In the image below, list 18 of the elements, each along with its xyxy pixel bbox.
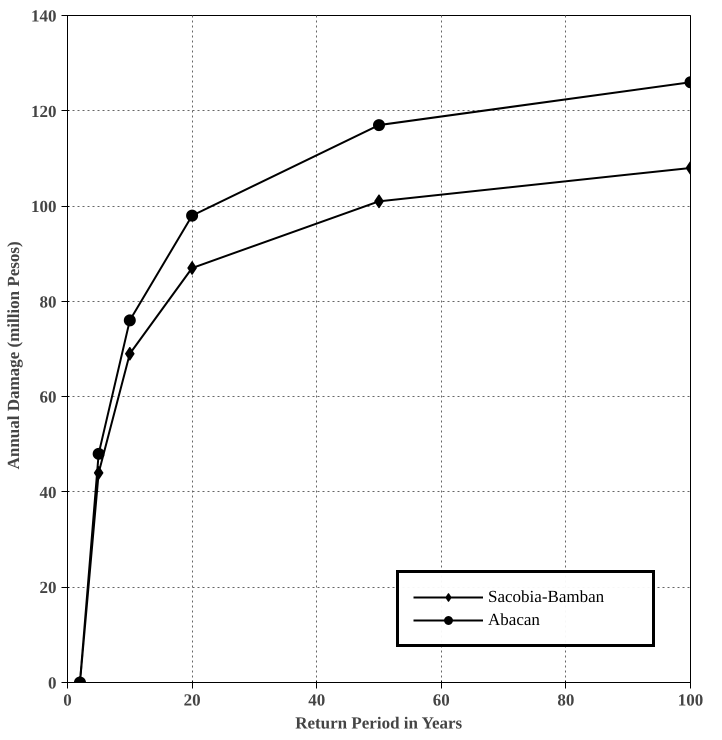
y-tick-label: 20 (40, 578, 56, 598)
y-tick-label: 140 (31, 6, 56, 26)
y-tick-label: 60 (40, 388, 56, 407)
x-tick-label: 40 (308, 690, 326, 710)
y-tick-label: 80 (40, 292, 56, 312)
legend-label: Abacan (488, 610, 541, 630)
x-axis-title: Return Period in Years (295, 714, 463, 732)
y-tick-label: 40 (40, 482, 56, 502)
x-tick-label: 100 (678, 690, 704, 710)
x-tick-label: 20 (184, 690, 201, 710)
legend-label: Sacobia-Bamban (488, 587, 606, 607)
x-tick-label: 60 (432, 690, 450, 710)
y-axis-title: Annual Damage (million Pesos) (4, 241, 23, 470)
x-tick-label: 80 (557, 690, 574, 710)
x-tick-label: 0 (63, 690, 72, 710)
y-tick-label: 120 (31, 102, 56, 121)
y-tick-label: 0 (48, 674, 56, 692)
y-tick-label: 100 (31, 197, 56, 216)
